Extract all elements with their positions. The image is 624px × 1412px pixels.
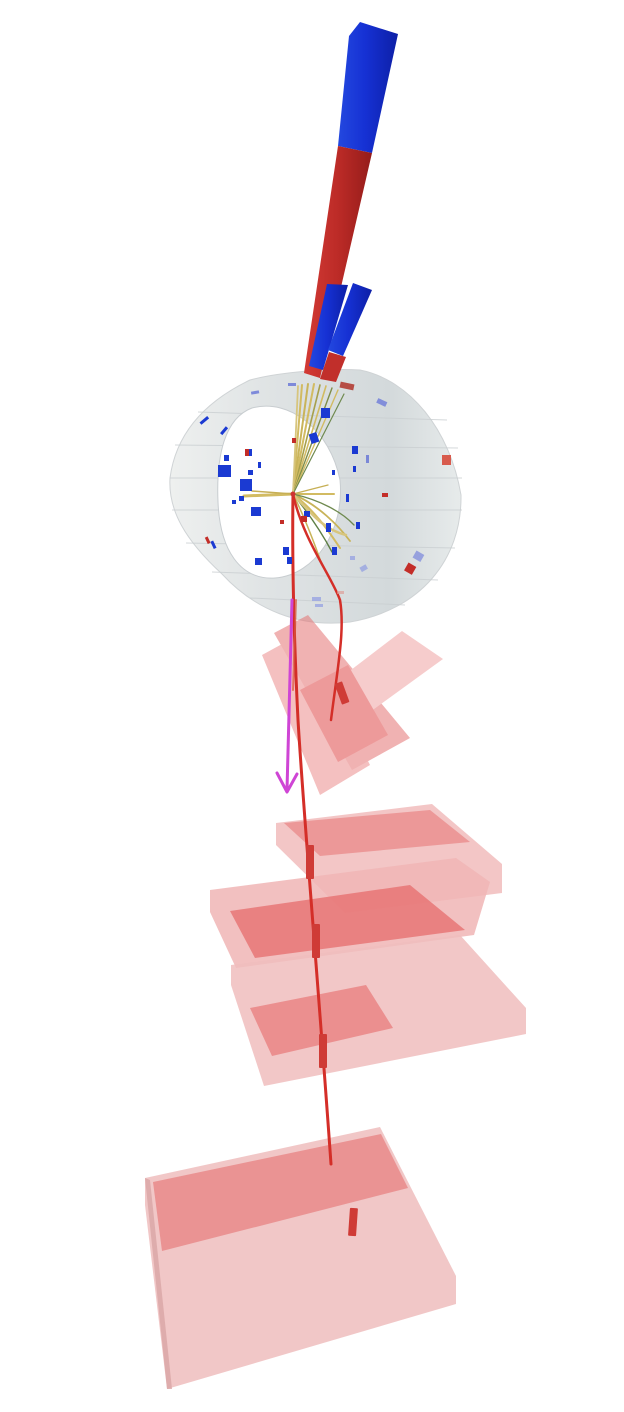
missing-transverse-energy-arrow [275, 598, 299, 794]
jet-energy-towers [304, 22, 398, 382]
muon-chambers [145, 615, 526, 1389]
muon-chamber-hits [306, 681, 358, 1237]
muon-chamber-middle [210, 804, 526, 1086]
tower-em-mid-b [328, 283, 372, 356]
inner-detector-cylinder [169, 368, 462, 624]
tower-had-mid [320, 352, 346, 382]
tower-em-large [338, 22, 398, 153]
primary-vertex [290, 491, 296, 497]
muon-chamber-lower [145, 1127, 456, 1389]
calorimeter-surface-hits [250, 383, 425, 607]
electromagnetic-energy-deposits [199, 408, 360, 565]
hadronic-energy-deposits [204, 381, 451, 575]
tower-em-mid-a [309, 284, 348, 370]
muon-track [291, 492, 343, 1166]
